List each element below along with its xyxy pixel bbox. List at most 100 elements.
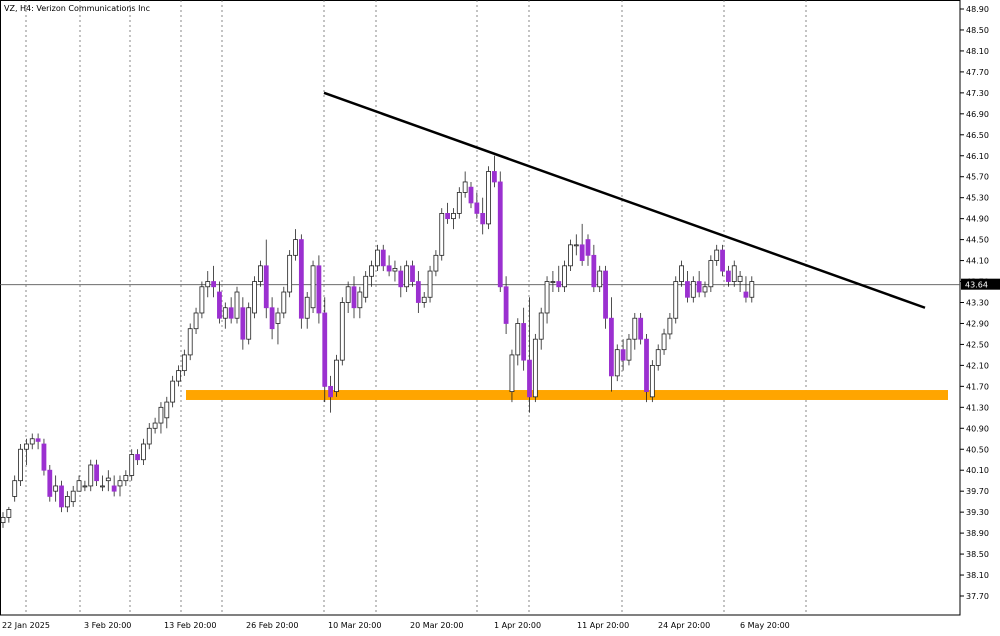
candle-body [696, 281, 702, 293]
candle [29, 433, 35, 450]
candle [269, 297, 275, 340]
resistance-trendline[interactable] [323, 91, 926, 309]
candle [708, 255, 714, 293]
x-tick-label: 24 Apr 20:00 [658, 621, 710, 630]
candle-body [568, 244, 573, 267]
candle [509, 349, 515, 403]
y-tick-label: 46.50 [966, 131, 989, 140]
candle-body [731, 265, 737, 282]
candle-body [12, 480, 18, 497]
candle-body [76, 480, 82, 492]
candle-body [509, 354, 515, 392]
candle-body [661, 333, 667, 351]
candle [392, 260, 398, 282]
candle [105, 470, 111, 492]
y-tick-label: 39.70 [966, 487, 989, 496]
candle-body [257, 265, 263, 282]
candle [562, 260, 567, 293]
y-tick-label: 41.30 [966, 403, 989, 412]
candle [550, 271, 556, 293]
candle-body [585, 239, 591, 256]
candle [527, 297, 532, 413]
y-tick-label: 42.50 [966, 340, 989, 349]
candle [211, 265, 217, 298]
candle-body [515, 323, 521, 356]
candle [614, 344, 620, 382]
candle-body [176, 370, 181, 382]
candle [720, 244, 725, 277]
candle [486, 166, 491, 230]
candle-body [690, 281, 696, 298]
y-tick-label: 46.10 [966, 152, 989, 161]
candle [275, 307, 281, 345]
candle-body [503, 286, 509, 324]
candle [140, 438, 146, 465]
candle [316, 255, 322, 324]
candle [357, 286, 363, 319]
candle-body [702, 286, 708, 293]
candle [281, 286, 287, 319]
candle [673, 276, 679, 324]
candle [41, 438, 47, 476]
current-price-label: 43.64 [961, 278, 1000, 290]
candle [363, 271, 369, 303]
candle-body [23, 443, 29, 450]
y-tick-label: 48.10 [966, 47, 989, 56]
candle [445, 202, 451, 224]
candle-body [53, 485, 59, 492]
candle-body [339, 302, 345, 361]
candle-body [673, 281, 679, 319]
candle-body [6, 509, 12, 518]
candle [620, 339, 626, 371]
candle [176, 365, 181, 387]
candle [456, 187, 462, 219]
candle [702, 281, 708, 298]
candle [257, 260, 263, 287]
y-tick-label: 40.50 [966, 445, 989, 454]
candle [503, 276, 509, 334]
candle-body [720, 249, 725, 272]
candle-body [193, 312, 199, 330]
candle [135, 449, 140, 465]
candle [421, 292, 427, 308]
candle [374, 244, 380, 272]
y-tick-label: 38.90 [966, 529, 989, 538]
candle-body [456, 192, 462, 214]
candle-body [222, 307, 228, 319]
candle [187, 323, 193, 361]
candle-body [123, 475, 129, 482]
y-tick-label: 44.90 [966, 215, 989, 224]
candle [252, 276, 257, 319]
candle-body [433, 254, 439, 272]
plot-frame [0, 0, 961, 616]
candle-body [603, 270, 608, 319]
candle-body [158, 406, 164, 424]
current-price-label-bg [961, 278, 1000, 290]
candle-body [100, 485, 105, 488]
candle [690, 276, 696, 303]
y-tick-label: 42.10 [966, 361, 989, 370]
candle-body [421, 296, 427, 303]
candle-body [351, 286, 357, 309]
support-zone [186, 390, 948, 400]
y-tick-label: 43.30 [966, 299, 989, 308]
candle-body [462, 181, 468, 193]
candle-body [445, 213, 451, 220]
candle-body [181, 354, 187, 372]
candle-body [170, 380, 176, 403]
y-tick-label: 42.90 [966, 319, 989, 328]
candle [199, 281, 205, 319]
candle-body [82, 485, 88, 488]
x-tick-label: 6 May 20:00 [740, 621, 790, 630]
candle [649, 360, 655, 403]
candle [591, 244, 597, 293]
candle-body [591, 254, 597, 288]
candle-body [632, 317, 638, 340]
candle [53, 475, 59, 502]
candle-body [415, 281, 421, 303]
candle-body [714, 249, 720, 261]
candle-body [749, 281, 755, 298]
candle [404, 260, 410, 293]
